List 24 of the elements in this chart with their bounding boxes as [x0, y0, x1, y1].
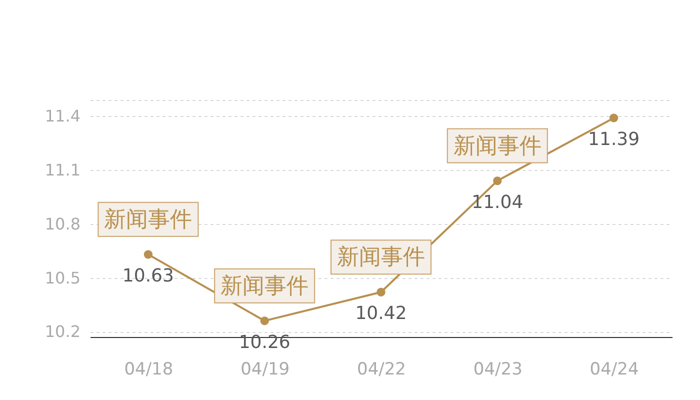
y-tick-label: 11.4	[44, 106, 80, 126]
point	[376, 288, 386, 296]
x-tick-label: 04/24	[590, 360, 639, 380]
data-label: 11.39	[588, 128, 640, 150]
annotation: 新闻事件	[220, 274, 309, 299]
annotation: 新闻事件	[453, 134, 542, 159]
data-label: 11.04	[472, 192, 524, 213]
point	[260, 316, 269, 326]
x-tick-label: 04/23	[473, 360, 522, 380]
point	[609, 114, 618, 122]
data-label: 10.42	[355, 303, 407, 324]
point	[493, 176, 502, 186]
y-tick-label: 11.1	[44, 160, 80, 180]
y-tick-label: 10.2	[44, 322, 80, 342]
y-tick-label: 10.5	[44, 268, 80, 288]
x-tick-label: 04/18	[124, 360, 174, 380]
data-label: 10.63	[122, 265, 174, 286]
annotation: 新闻事件	[337, 245, 425, 270]
point	[144, 250, 153, 259]
y-tick-label: 10.8	[44, 214, 80, 234]
annotation: 新闻事件	[104, 207, 192, 232]
x-tick-label: 04/19	[240, 360, 290, 380]
data-label: 10.26	[238, 332, 290, 353]
x-tick-label: 04/22	[357, 360, 406, 380]
